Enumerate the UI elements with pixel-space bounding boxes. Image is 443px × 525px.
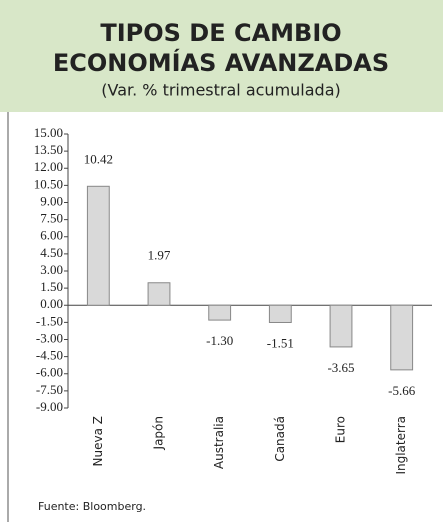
y-tick-label: -4.50 [36,348,63,363]
bar [86,185,110,306]
x-tick-label: Nueva Z [91,416,105,466]
y-tick-label: -1.50 [36,313,63,328]
bar [208,304,232,321]
bar [329,304,353,348]
y-tick-label: 3.00 [40,262,63,277]
chart-title: ECONOMÍAS AVANZADAS [53,48,389,77]
y-tick-label: 7.50 [40,211,63,226]
bar [268,304,292,323]
x-tick-label: Australia [212,416,226,469]
y-tick-label: -7.50 [36,382,63,397]
y-tick-label: 9.00 [40,193,63,208]
x-tick-label: Euro [334,416,348,443]
chart-subtitle: (Var. % trimestral acumulada) [101,81,341,100]
source-note: Fuente: Bloomberg. [38,500,146,513]
value-label: -3.65 [327,360,354,375]
y-tick-label: 4.50 [40,245,63,260]
value-label: -1.30 [206,333,233,348]
y-tick-label: -9.00 [36,399,63,414]
value-label: -1.51 [267,335,294,350]
y-tick-label: 0.00 [40,296,63,311]
y-tick-label: 6.00 [40,228,63,243]
value-label: 10.42 [84,151,113,166]
x-tick-label: Canadá [273,416,287,462]
header-band [0,0,443,112]
y-tick-label: -6.00 [36,365,63,380]
bar [390,304,414,371]
chart-title: TIPOS DE CAMBIO [100,19,341,47]
y-tick-label: 15.00 [34,125,63,140]
value-label: 1.97 [148,248,171,263]
y-tick-label: 1.50 [40,279,63,294]
y-tick-label: 12.00 [34,159,63,174]
y-tick-label: 13.50 [34,142,63,157]
y-tick-label: 10.50 [34,176,63,191]
x-tick-label: Inglaterra [394,416,408,475]
bar [147,282,171,306]
x-tick-label: Japón [152,416,166,450]
value-label: -5.66 [388,383,416,398]
y-tick-label: -3.00 [36,330,63,345]
